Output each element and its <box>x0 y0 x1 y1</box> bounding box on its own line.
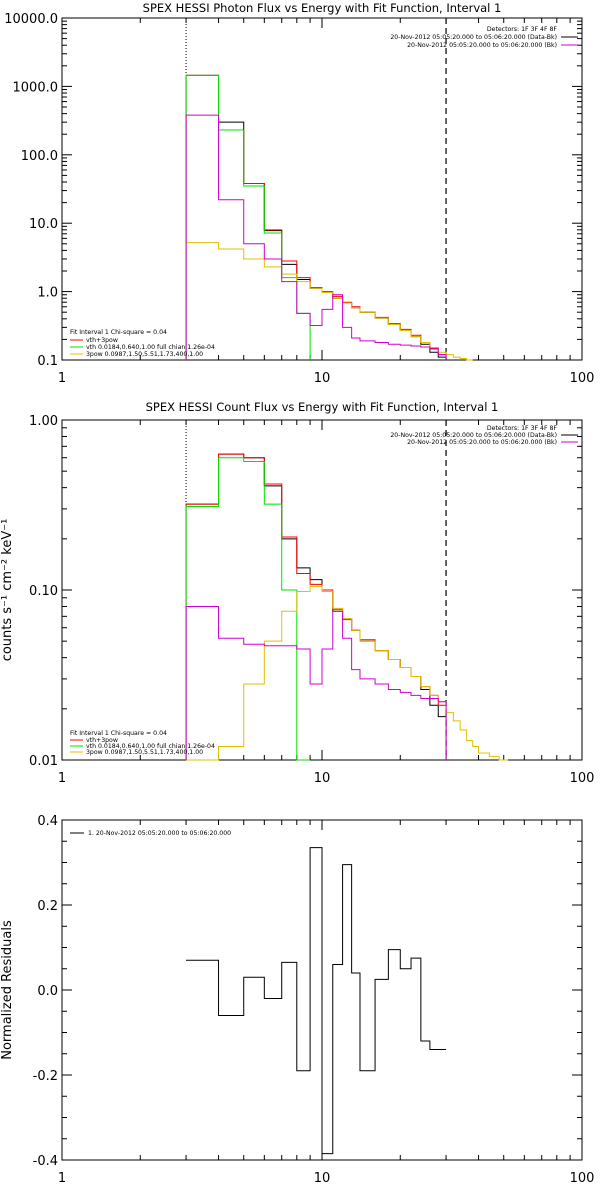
photon-flux-series-magenta <box>185 114 447 360</box>
photon-flux-legend-3pow: 3pow 0.0987,1.50,5.51,1.73,400,1.00 <box>86 351 203 358</box>
count-flux-xtick-label: 10 <box>314 771 331 786</box>
photon-flux-title: SPEX HESSI Photon Flux vs Energy with Fi… <box>143 1 502 15</box>
count-flux-series-green <box>185 457 311 761</box>
residuals-plot: 1 10 100 -0.4 -0.2 0.0 0.2 0.4 <box>33 814 595 1186</box>
photon-flux-series-green <box>185 74 311 360</box>
count-flux-ytick-label: 0.10 <box>29 584 58 599</box>
photon-flux-frame <box>61 17 583 361</box>
residuals-legend-label: 1. 20-Nov-2012 05:05:20.000 to 05:06:20.… <box>88 830 231 837</box>
photon-flux-series-yellow <box>185 242 473 361</box>
count-flux-legend-fit: Fit Interval 1 Chi-square = 0.04 <box>70 730 167 737</box>
count-flux-ytick-label: 0.01 <box>29 754 58 769</box>
photon-flux-legend-vth3pow: vth+3pow <box>86 337 118 344</box>
count-flux-ylabel: counts s⁻¹ cm⁻² keV⁻¹ <box>0 519 15 662</box>
count-flux-xtick-label: 100 <box>570 771 595 786</box>
count-flux-panel: SPEX HESSI Count Flux vs Energy with Fit… <box>0 400 594 786</box>
residuals-panel: Normalized Residuals 1 10 100 -0.4 -0.2 0.0 0.… <box>0 814 594 1186</box>
photon-flux-ytick-label: 1.0 <box>37 286 58 301</box>
photon-flux-legend-fit: Fit Interval 1 Chi-square = 0.04 <box>70 329 167 336</box>
count-flux-legend-detectors: Detectors: 1F 3F 4F 8F <box>487 425 558 432</box>
count-flux-legend-data-bk: 20-Nov-2012 05:05:20.000 to 05:06:20.000… <box>390 432 557 439</box>
count-flux-legend-vth: vth 0.0184,0.640,1.00 full chian 1.26e-0… <box>86 743 215 750</box>
count-flux-series-magenta <box>185 605 447 760</box>
photon-flux-series-red <box>185 74 447 360</box>
count-flux-series-black <box>185 453 447 760</box>
photon-flux-plot: 1 10 100 0.1 1.0 10.0 100.0 1000.0 10000.0 <box>4 12 594 386</box>
count-flux-xtick-label: 1 <box>58 771 66 786</box>
count-flux-ytick-label: 1.00 <box>29 414 58 429</box>
residuals-ytick-label: 0.4 <box>37 814 58 829</box>
residuals-xtick-label: 100 <box>570 1171 595 1186</box>
residuals-legend-topleft: 1. 20-Nov-2012 05:05:20.000 to 05:06:20.… <box>70 830 231 837</box>
count-flux-series-yellow <box>186 585 509 761</box>
residuals-ylabel: Normalized Residuals <box>0 920 15 1060</box>
photon-flux-ytick-label: 1000.0 <box>13 80 59 95</box>
count-flux-legend-vth3pow: vth+3pow <box>86 737 118 744</box>
residuals-xtick-label: 10 <box>314 1171 331 1186</box>
count-flux-series-red <box>185 453 447 760</box>
photon-flux-legend-bk: 20-Nov-2012 05:05:20.000 to 05:06:20.000… <box>407 42 557 49</box>
photon-flux-legend-bottomleft: Fit Interval 1 Chi-square = 0.04 vth+3po… <box>70 329 215 358</box>
count-flux-legend-topright: Detectors: 1F 3F 4F 8F 20-Nov-2012 05:05… <box>390 425 578 446</box>
photon-flux-xtick-label: 10 <box>314 371 331 386</box>
residuals-series-black <box>186 847 447 1155</box>
photon-flux-series-black <box>185 74 447 360</box>
photon-flux-ytick-label: 0.1 <box>37 354 58 369</box>
photon-flux-panel: SPEX HESSI Photon Flux vs Energy with Fi… <box>4 1 594 386</box>
photon-flux-legend-detectors: Detectors: 1F 3F 4F 8F <box>487 26 558 33</box>
count-flux-legend-3pow: 3pow 0.0987,1.50,5.51,1.73,400,1.00 <box>86 749 203 756</box>
count-flux-legend-bk: 20-Nov-2012 05:05:20.000 to 05:06:20.000… <box>407 439 557 446</box>
count-flux-title: SPEX HESSI Count Flux vs Energy with Fit… <box>146 400 499 414</box>
count-flux-plot: 1 10 100 0.01 0.10 1.00 <box>29 414 594 786</box>
photon-flux-xtick-label: 1 <box>58 371 66 386</box>
residuals-ytick-label: -0.2 <box>33 1069 58 1084</box>
photon-flux-legend-data-bk: 20-Nov-2012 05:05:20.000 to 05:06:20.000… <box>390 34 557 41</box>
photon-flux-ytick-label: 10.0 <box>29 217 58 232</box>
residuals-xtick-label: 1 <box>58 1171 66 1186</box>
photon-flux-legend-topright: Detectors: 1F 3F 4F 8F 20-Nov-2012 05:05… <box>390 26 578 49</box>
count-flux-legend-bottomleft: Fit Interval 1 Chi-square = 0.04 vth+3po… <box>70 730 215 756</box>
residuals-ytick-label: 0.0 <box>37 984 58 999</box>
photon-flux-ytick-label: 100.0 <box>21 149 58 164</box>
residuals-ytick-label: -0.4 <box>33 1154 58 1169</box>
photon-flux-xtick-label: 100 <box>570 371 595 386</box>
residuals-ytick-label: 0.2 <box>37 899 58 914</box>
photon-flux-legend-vth: vth 0.0184,0.640,1.00 full chian 1.26e-0… <box>86 344 215 351</box>
photon-flux-ytick-label: 10000.0 <box>4 12 58 27</box>
